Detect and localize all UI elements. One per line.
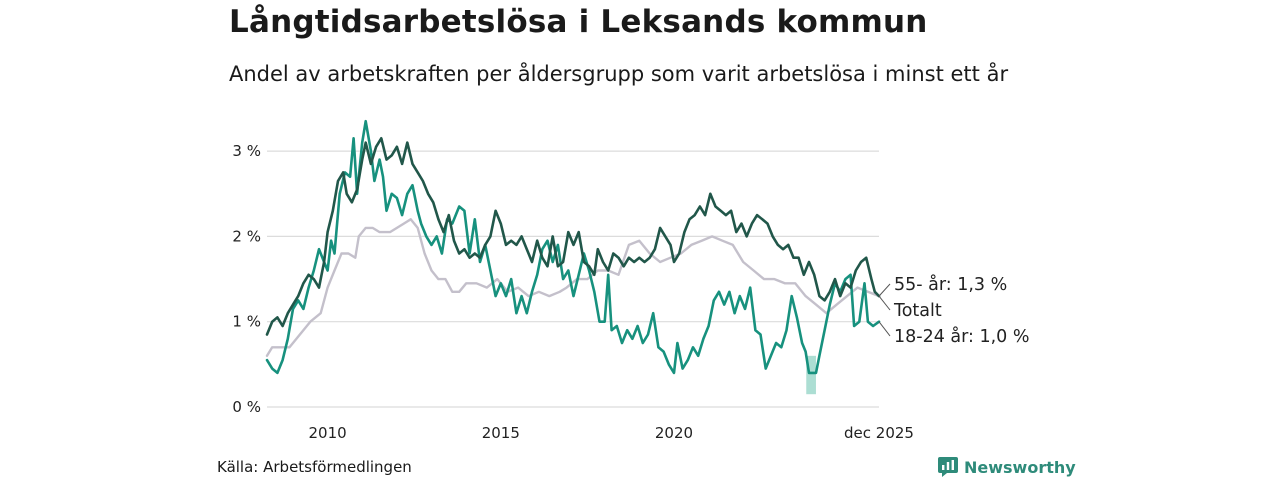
x-tick-label-3: dec 2025 (844, 424, 914, 442)
end-labels: Totalt 18-24 år: 1,0 % 55- år: 1,3 % (878, 274, 1030, 347)
x-tick-label-0: 2010 (309, 424, 347, 442)
line-chart: 0 % 1 % 2 % 3 % 2010 2015 2020 dec 2025 Totalt… (232, 119, 1030, 442)
series-line-age_18_24 (265, 119, 881, 375)
series-line-age_55 (265, 137, 881, 336)
y-tick-label-1: 1 % (232, 313, 261, 331)
brand-logo[interactable]: Newsworthy (938, 455, 1076, 479)
chart-subtitle: Andel av arbetskraften per åldersgrupp s… (229, 62, 1009, 86)
y-tick-label-0: 0 % (232, 398, 261, 416)
leader-line-total (878, 295, 891, 311)
source-note: Källa: Arbetsförmedlingen (217, 458, 412, 476)
brand-name: Newsworthy (964, 457, 1076, 477)
band-18-24 (806, 355, 816, 395)
end-label-age_18_24: 18-24 år: 1,0 % (894, 326, 1030, 347)
x-tick-label-1: 2015 (482, 424, 520, 442)
series-line-total (265, 218, 881, 357)
bar-chart-icon (938, 457, 958, 477)
x-tick-label-2: 2020 (655, 424, 693, 442)
end-label-total: Totalt (893, 301, 942, 321)
uncertainty-band (806, 355, 816, 395)
chart-title: Långtidsarbetslösa i Leksands kommun (229, 4, 928, 40)
end-label-age_55: 55- år: 1,3 % (894, 274, 1007, 295)
y-tick-label-2: 2 % (232, 227, 261, 245)
leader-line-age_55 (878, 283, 891, 297)
leader-line-age_18_24 (878, 321, 891, 337)
x-axis-ticks: 2010 2015 2020 dec 2025 (309, 424, 914, 442)
y-axis-ticks: 0 % 1 % 2 % 3 % (232, 142, 261, 416)
series-lines (265, 119, 881, 375)
y-tick-label-3: 3 % (232, 142, 261, 160)
